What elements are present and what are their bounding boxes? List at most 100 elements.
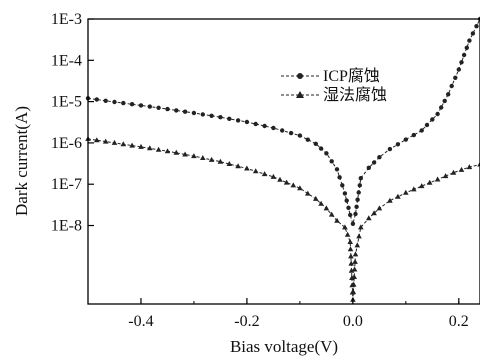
data-point <box>277 176 283 182</box>
data-point <box>342 191 348 196</box>
data-point <box>355 197 360 202</box>
data-point <box>348 212 353 218</box>
legend-label-wet: 湿法腐蚀 <box>323 86 387 104</box>
data-point <box>261 171 268 177</box>
data-point <box>435 111 440 117</box>
legend-marker-icp <box>297 73 303 79</box>
data-point <box>430 117 435 122</box>
data-point <box>173 149 180 155</box>
data-point <box>387 146 393 152</box>
data-point <box>450 169 457 175</box>
data-point <box>354 242 361 248</box>
data-point <box>419 128 424 133</box>
data-point <box>328 211 335 217</box>
data-point <box>318 200 324 206</box>
data-point <box>147 145 153 151</box>
data-point <box>94 97 100 102</box>
data-point <box>271 125 276 131</box>
data-point <box>334 167 340 172</box>
data-point <box>226 161 233 166</box>
data-point <box>340 183 345 188</box>
data-point <box>270 173 277 179</box>
data-point <box>348 267 355 273</box>
data-point <box>353 211 358 217</box>
data-point <box>477 161 480 167</box>
x-tick-label: -0.2 <box>234 313 259 330</box>
data-point <box>200 155 206 160</box>
data-point <box>283 179 290 185</box>
data-point <box>350 281 357 287</box>
y-tick-label: 1E-8 <box>51 218 82 235</box>
data-point <box>449 83 454 89</box>
data-point <box>366 215 372 221</box>
data-point <box>129 102 135 107</box>
data-point <box>244 165 250 171</box>
data-point <box>358 224 364 230</box>
legend-marker-wet <box>296 91 304 98</box>
data-point <box>467 38 472 43</box>
data-point <box>138 143 144 149</box>
data-point <box>191 110 197 116</box>
data-point <box>434 176 441 182</box>
data-point <box>446 92 451 97</box>
data-point <box>138 103 144 108</box>
data-point <box>120 141 127 147</box>
data-point <box>426 179 433 185</box>
data-point <box>280 128 285 133</box>
data-point <box>323 205 330 211</box>
y-tick-label: 1E-7 <box>51 176 82 193</box>
data-point <box>305 190 311 196</box>
data-point <box>458 166 465 172</box>
data-point <box>395 142 401 147</box>
data-point <box>121 100 126 106</box>
data-point <box>191 153 197 159</box>
data-point <box>453 75 458 81</box>
data-point <box>209 113 214 119</box>
data-point <box>227 116 232 122</box>
data-point <box>112 99 117 105</box>
y-tick-label: 1E-4 <box>51 52 82 69</box>
data-point <box>156 105 161 111</box>
data-point <box>288 130 294 136</box>
data-point <box>371 160 377 165</box>
data-point <box>351 266 358 272</box>
data-point <box>297 185 303 191</box>
data-point <box>348 253 354 259</box>
data-point <box>217 158 224 164</box>
data-point <box>318 146 324 151</box>
data-point <box>235 163 241 169</box>
data-point <box>350 289 357 295</box>
data-point <box>111 139 118 145</box>
data-point <box>252 168 259 174</box>
data-point <box>102 138 109 144</box>
data-point <box>200 112 205 117</box>
data-point <box>348 260 354 266</box>
data-point <box>244 119 250 125</box>
data-point <box>103 98 108 104</box>
data-point <box>354 204 359 209</box>
data-point <box>411 132 416 138</box>
data-point <box>305 137 310 142</box>
x-tick-label: -0.4 <box>128 313 153 330</box>
data-point <box>344 198 349 203</box>
data-point <box>347 239 353 244</box>
data-point <box>253 121 258 127</box>
data-point <box>357 183 362 188</box>
data-point <box>262 123 267 129</box>
data-point <box>474 24 479 29</box>
data-point <box>461 52 467 58</box>
data-point <box>182 151 188 157</box>
data-point <box>352 251 359 257</box>
x-tick-label: 0.2 <box>449 313 469 330</box>
data-point <box>439 105 444 110</box>
data-point <box>313 195 319 201</box>
x-tick-label: 0.0 <box>343 313 363 330</box>
data-point <box>165 106 170 112</box>
legend: ICP腐蚀 湿法腐蚀 <box>281 67 387 104</box>
data-point <box>164 148 171 154</box>
y-tick-label: 1E-3 <box>51 11 82 28</box>
data-point <box>174 108 179 113</box>
data-point <box>297 133 303 138</box>
x-axis-label: Bias voltage(V) <box>230 337 338 356</box>
data-point <box>442 173 449 179</box>
